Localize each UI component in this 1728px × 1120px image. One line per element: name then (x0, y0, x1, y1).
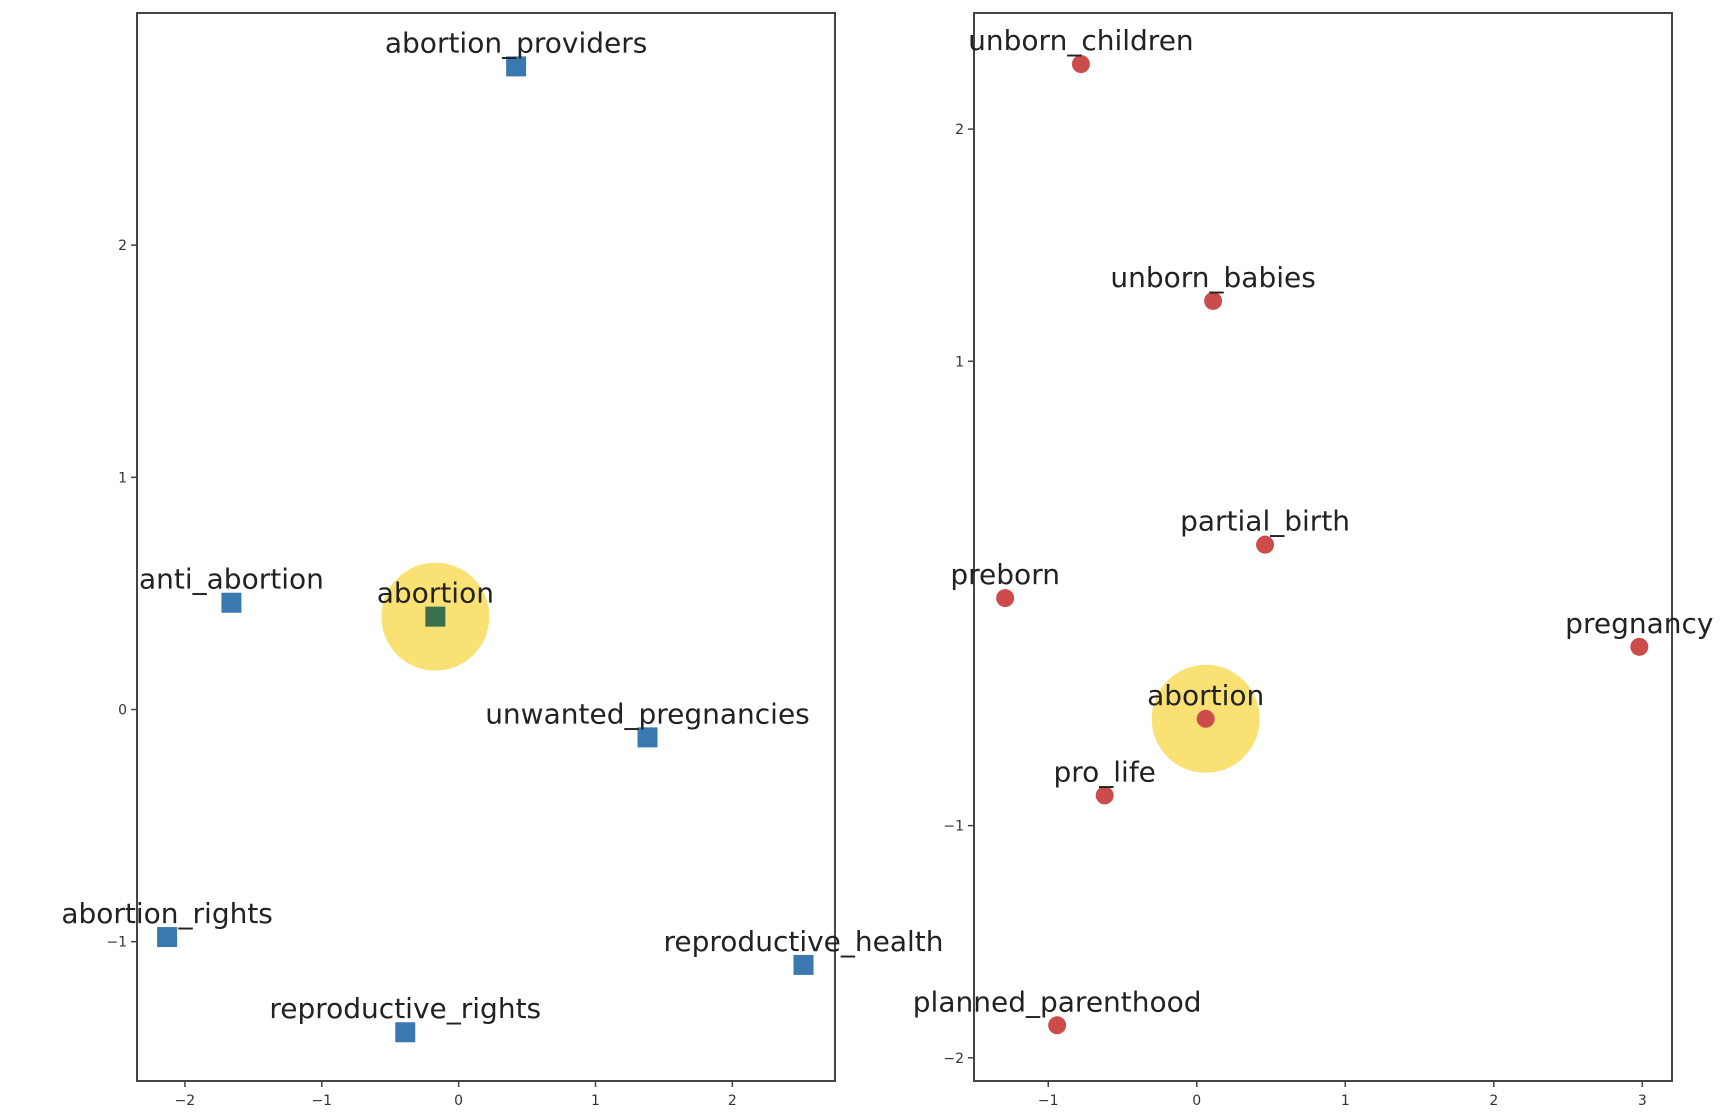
x-tick-label: 1 (591, 1093, 600, 1109)
point-label: unborn_babies (1110, 261, 1315, 294)
point-marker-partial_birth (1256, 535, 1275, 554)
y-tick-label: 2 (118, 238, 127, 254)
y-tick-label: 1 (955, 354, 964, 370)
point-label: unwanted_pregnancies (485, 697, 810, 730)
point-marker-unwanted_pregnancies (637, 727, 658, 748)
x-tick-label: 3 (1638, 1093, 1647, 1109)
point-label: abortion_providers (385, 26, 647, 59)
point-marker-planned_parenthood (1048, 1016, 1067, 1035)
point-marker-unborn_children (1071, 55, 1090, 74)
point-marker-reproductive_rights (395, 1022, 416, 1043)
point-marker-abortion_rights (157, 927, 178, 948)
x-tick-label: −2 (175, 1093, 196, 1109)
plot-frame (973, 12, 1673, 1082)
point-marker-pregnancy (1630, 637, 1649, 656)
x-tick-label: 0 (454, 1093, 463, 1109)
point-label: reproductive_health (664, 925, 944, 958)
y-tick-label: −2 (943, 1051, 964, 1067)
x-tick-label: −1 (311, 1093, 332, 1109)
point-marker-preborn (996, 589, 1015, 608)
point-marker-reproductive_health (793, 954, 814, 975)
point-label: unborn_children (968, 24, 1194, 57)
point-label: reproductive_rights (269, 992, 541, 1025)
point-label: abortion (1147, 679, 1264, 712)
point-marker-abortion (425, 606, 446, 627)
point-label: partial_birth (1180, 505, 1350, 538)
x-tick-label: 2 (728, 1093, 737, 1109)
point-label: pro_life (1053, 755, 1155, 788)
point-label: abortion_rights (61, 897, 273, 930)
y-tick-label: −1 (943, 819, 964, 835)
x-tick-label: −1 (1038, 1093, 1059, 1109)
point-label: planned_parenthood (913, 985, 1202, 1018)
y-tick-label: 2 (955, 122, 964, 138)
plot-frame (136, 12, 836, 1082)
left-scatter-panel: −2 −1 0 1 2 −1 0 1 2 abortion_providers anti_abort… (61, 12, 944, 1109)
point-marker-unborn_babies (1204, 291, 1223, 310)
x-tick-label: 2 (1489, 1093, 1498, 1109)
point-marker-pro_life (1095, 786, 1114, 805)
x-tick-label: 1 (1341, 1093, 1350, 1109)
point-label: abortion (377, 577, 494, 610)
point-marker-abortion_providers (506, 56, 527, 77)
point-marker-anti_abortion (221, 592, 242, 613)
y-tick-label: 0 (118, 703, 127, 719)
point-label: pregnancy (1565, 607, 1713, 640)
y-tick-label: 1 (118, 470, 127, 486)
right-scatter-panel: −1 0 1 2 3 −2 −1 1 2 unborn_children unborn_babies… (913, 12, 1713, 1109)
point-label: preborn (950, 558, 1060, 591)
point-label: anti_abortion (139, 563, 324, 596)
y-tick-label: −1 (106, 935, 127, 951)
point-marker-abortion (1196, 709, 1215, 728)
x-tick-label: 0 (1192, 1093, 1201, 1109)
